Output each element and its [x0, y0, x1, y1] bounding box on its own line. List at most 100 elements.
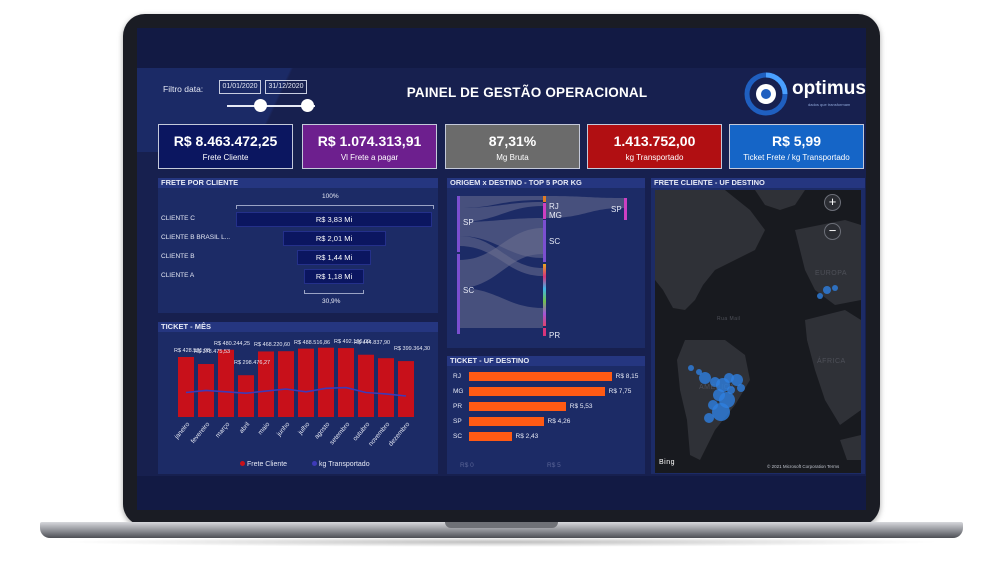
hbar-category: MG — [453, 388, 464, 395]
panel-title: FRETE POR CLIENTE — [158, 178, 438, 188]
sankey-node-sc[interactable] — [457, 254, 460, 334]
column-bar[interactable] — [398, 361, 414, 417]
kpi-value: R$ 1.074.313,91 — [317, 133, 422, 149]
column-bar[interactable] — [358, 354, 374, 417]
zoom-out-button[interactable]: − — [824, 223, 841, 240]
kpi-kg-transportado: 1.413.752,00 kg Transportado — [587, 124, 722, 169]
sankey-label-sc-mid: SC — [549, 237, 561, 246]
page-title: PAINEL DE GESTÃO OPERACIONAL — [406, 85, 648, 100]
sankey-flows — [459, 196, 624, 328]
legend-frete-cliente: Frete Cliente — [240, 461, 287, 468]
column-bar[interactable] — [298, 348, 314, 417]
laptop-base — [40, 522, 963, 538]
kpi-label: Vl Frete a pagar — [340, 153, 399, 162]
hbar-bar[interactable] — [469, 387, 605, 396]
sankey-label-sc: SC — [463, 286, 475, 295]
kpi-value: R$ 5,99 — [771, 133, 822, 149]
hbar-category: SC — [453, 433, 463, 440]
funnel-row-label: CLIENTE A — [161, 272, 195, 279]
panel-ticket-uf: TICKET - UF DESTINO RJ R$ 8,15 MG R$ 7,75 PR… — [447, 356, 645, 474]
panel-title: TICKET - MÊS — [158, 322, 438, 332]
funnel-bottom-bracket — [304, 290, 364, 294]
hbar-value-label: R$ 7,75 — [608, 388, 632, 395]
hbar-bar[interactable] — [469, 402, 566, 411]
column-bar[interactable] — [238, 375, 254, 417]
sankey-node-pr[interactable] — [543, 328, 546, 336]
panel-origem-destino: ORIGEM x DESTINO - TOP 5 POR KG — [447, 178, 645, 348]
panel-title: FRETE CLIENTE - UF DESTINO — [651, 178, 865, 188]
kpi-label: kg Transportado — [625, 153, 684, 162]
panel-title: ORIGEM x DESTINO - TOP 5 POR KG — [447, 178, 645, 188]
funnel-row-label: CLIENTE B BRASIL L... — [161, 234, 231, 241]
kpi-value: 87,31% — [488, 133, 537, 149]
funnel-top-bracket — [236, 205, 434, 209]
date-end-input[interactable]: 31/12/2020 — [265, 80, 307, 94]
ticket-mes-chart — [178, 347, 414, 417]
column-data-label: R$ 480.244,25 — [214, 340, 251, 347]
hbar-bar[interactable] — [469, 417, 544, 426]
column-data-label: R$ 298.476,27 — [234, 360, 271, 367]
map-view[interactable]: + − EUROPA ÁFRICA AMÉRICA Rua Mail Bing … — [655, 190, 861, 473]
column-data-label: R$ 468.220,60 — [254, 342, 291, 349]
map-bubbles — [688, 285, 838, 423]
date-start-input[interactable]: 01/01/2020 — [219, 80, 261, 94]
logo-text: optimus — [792, 78, 866, 99]
legend-kg-transportado: kg Transportado — [312, 461, 370, 468]
map-credit[interactable]: © 2021 Microsoft Corporation Terms — [767, 464, 840, 469]
axis-tick-mid: R$ 5 — [547, 462, 561, 469]
column-data-label: R$ 428.581,98 — [174, 347, 211, 354]
sankey-node-sp[interactable] — [457, 196, 460, 252]
funnel-bar[interactable]: R$ 3,83 Mi — [236, 212, 432, 227]
bing-logo: Bing — [659, 459, 676, 466]
column-bar[interactable] — [258, 351, 274, 417]
column-bar[interactable] — [218, 349, 234, 417]
hbar-bar[interactable] — [469, 372, 612, 381]
laptop-shadow — [60, 537, 943, 547]
funnel-top-pct: 100% — [322, 193, 339, 200]
kpi-frete-cliente: R$ 8.463.472,25 Frete Cliente — [158, 124, 293, 169]
legend-dot-frete — [240, 461, 245, 466]
legend-frete-label: Frete Cliente — [247, 461, 288, 468]
sankey-node-sc-mid[interactable] — [543, 220, 546, 262]
panel-title: TICKET - UF DESTINO — [447, 356, 645, 366]
column-data-label: R$ 378.475,53 — [194, 349, 231, 355]
funnel-bar[interactable]: R$ 2,01 Mi — [282, 231, 386, 246]
axis-tick-start: R$ 0 — [460, 462, 474, 469]
column-bar[interactable] — [178, 356, 194, 417]
column-bar[interactable] — [338, 348, 354, 417]
funnel-row-label: CLIENTE C — [161, 215, 195, 222]
hbar-value-label: R$ 2,43 — [515, 433, 539, 440]
date-slider-start-handle[interactable] — [254, 99, 267, 112]
funnel-bar[interactable]: R$ 1,18 Mi — [304, 269, 364, 284]
panel-frete-por-cliente: FRETE POR CLIENTE 100% CLIENTE C R$ 3,83 … — [158, 178, 438, 313]
sankey-label-rj: RJ — [549, 202, 559, 211]
dashboard-screen: Filtro data: 01/01/2020 31/12/2020 PAINE… — [137, 28, 866, 510]
map-label-europe: EUROPA — [815, 270, 848, 277]
optimus-logo: optimus dados que transformam — [744, 72, 866, 116]
sankey-node-sp-dest[interactable] — [624, 198, 627, 220]
sankey-label-pr: PR — [549, 331, 561, 340]
sankey-node-rj[interactable] — [543, 196, 546, 202]
hbar-bar[interactable] — [469, 432, 512, 441]
sankey-node-others[interactable] — [543, 264, 546, 326]
kpi-label: Frete Cliente — [202, 153, 249, 162]
sankey-node-mg[interactable] — [543, 203, 546, 219]
kpi-label: Ticket Frete / kg Transportado — [743, 153, 850, 162]
kpi-mg-bruta: 87,31% Mg Bruta — [445, 124, 580, 169]
logo-subtitle: dados que transformam — [808, 102, 851, 107]
column-bar[interactable] — [378, 358, 394, 417]
hbar-category: SP — [453, 418, 462, 425]
date-slider-track[interactable] — [227, 105, 315, 107]
zoom-in-button[interactable]: + — [824, 194, 841, 211]
hbar-value-label: R$ 8,15 — [615, 373, 639, 380]
kg-line[interactable] — [185, 386, 407, 397]
date-slider-end-handle[interactable] — [301, 99, 314, 112]
column-bar[interactable] — [278, 351, 294, 417]
funnel-bar[interactable]: R$ 1,44 Mi — [297, 250, 371, 265]
map-label-africa: ÁFRICA — [817, 358, 846, 365]
sankey-label-sp-dest: SP — [611, 205, 622, 214]
world-map — [655, 190, 861, 460]
column-bar[interactable] — [318, 347, 334, 417]
column-data-label: R$ 444.837,90 — [354, 339, 391, 346]
